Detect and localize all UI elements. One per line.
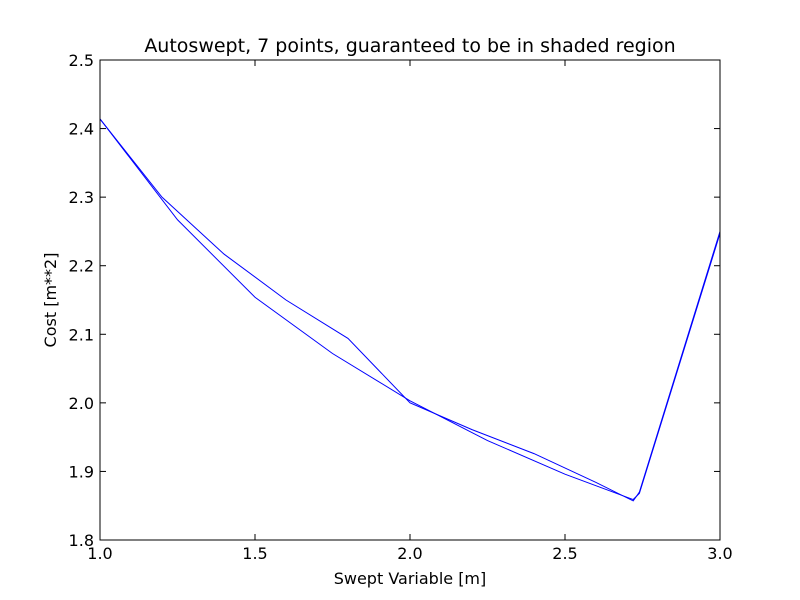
plot-frame	[99, 59, 721, 541]
y-tick-label: 2.1	[69, 325, 94, 344]
y-axis-label: Cost [m**2]	[41, 253, 60, 348]
x-tick-label: 1.5	[242, 544, 267, 563]
x-axis-label: Swept Variable [m]	[334, 569, 487, 588]
y-tick-label: 2.5	[69, 51, 94, 70]
y-tick-label: 2.4	[69, 120, 94, 139]
y-tick-label: 1.8	[69, 531, 94, 550]
x-tick-label: 2.0	[397, 544, 422, 563]
x-tick-label: 1.0	[87, 544, 112, 563]
y-tick-label: 1.9	[69, 462, 94, 481]
y-tick-label: 2.0	[69, 394, 94, 413]
chart-title: Autoswept, 7 points, guaranteed to be in…	[144, 35, 675, 57]
ticks-layer: 1.0 1.5 2.0 2.5 3.0 1.8 1.9 2.0 2.1 2.2 2.3 2.4 2.5	[69, 51, 733, 563]
x-tick-label: 2.5	[552, 544, 577, 563]
y-tick-label: 2.3	[69, 188, 94, 207]
series-line-2	[99, 118, 721, 501]
series-layer	[99, 118, 721, 502]
y-tick-label: 2.2	[69, 257, 94, 276]
x-tick-label: 3.0	[707, 544, 732, 563]
